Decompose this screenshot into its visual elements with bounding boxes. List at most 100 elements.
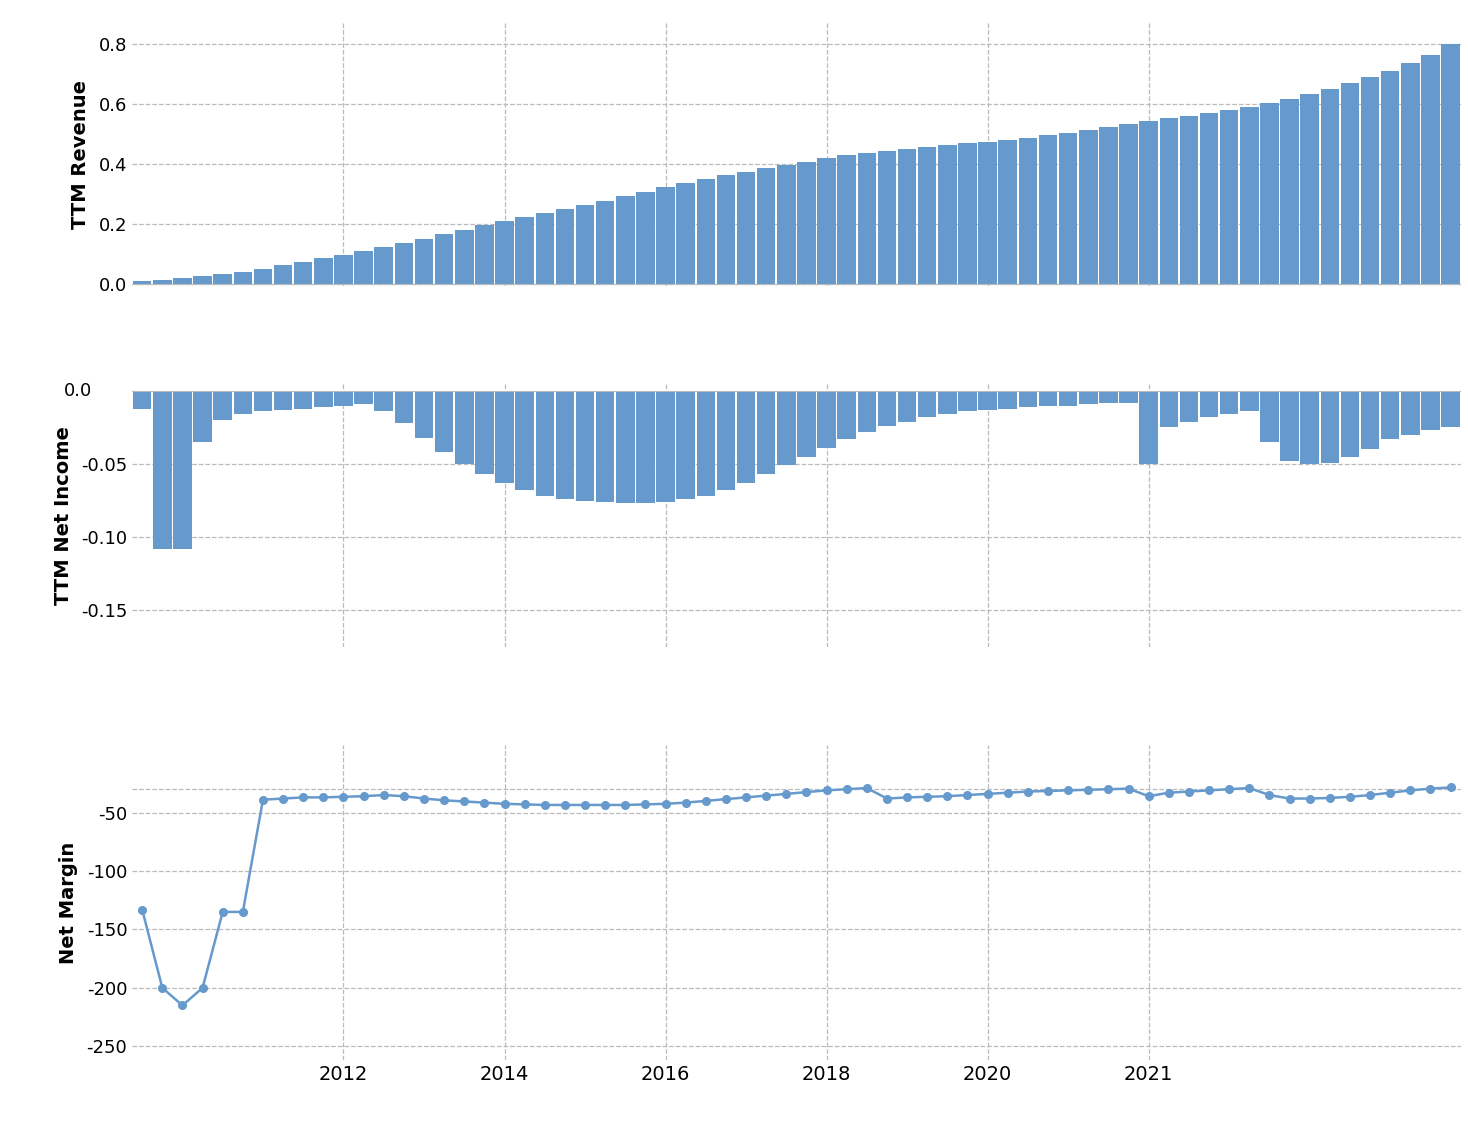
Bar <box>536 213 553 284</box>
Bar <box>1180 391 1198 422</box>
Bar <box>696 391 715 496</box>
Bar <box>1079 130 1098 284</box>
Bar <box>1381 391 1399 439</box>
Bar <box>374 391 393 412</box>
Bar <box>656 187 675 284</box>
Bar <box>777 391 796 466</box>
Bar <box>335 391 352 406</box>
Bar <box>998 140 1017 284</box>
Bar <box>1139 121 1158 284</box>
Bar <box>1199 391 1218 417</box>
Bar <box>1019 138 1036 284</box>
Bar <box>938 391 957 414</box>
Bar <box>617 196 634 284</box>
Bar <box>1321 89 1339 284</box>
Bar <box>556 210 574 284</box>
Bar <box>314 258 333 284</box>
Bar <box>254 391 272 412</box>
Bar <box>1100 126 1117 284</box>
Bar <box>777 165 796 284</box>
Bar <box>455 391 474 464</box>
Bar <box>797 161 816 284</box>
Bar <box>857 391 876 432</box>
Bar <box>515 391 534 491</box>
Bar <box>395 243 413 284</box>
Bar <box>455 230 474 284</box>
Bar <box>1139 391 1158 464</box>
Bar <box>1160 118 1177 284</box>
Bar <box>1240 107 1258 284</box>
Bar <box>1220 391 1239 414</box>
Bar <box>1100 391 1117 403</box>
Bar <box>677 391 694 499</box>
Bar <box>716 391 735 491</box>
Bar <box>1058 133 1078 284</box>
Bar <box>275 265 292 284</box>
Bar <box>294 391 313 408</box>
Bar <box>395 391 413 423</box>
Bar <box>194 276 211 284</box>
Bar <box>1240 391 1258 412</box>
Bar <box>1321 391 1339 462</box>
Bar <box>476 226 493 284</box>
Bar <box>1442 391 1459 428</box>
Bar <box>1180 116 1198 284</box>
Bar <box>476 391 493 474</box>
Bar <box>374 247 393 284</box>
Bar <box>1340 83 1359 284</box>
Bar <box>1160 391 1177 428</box>
Bar <box>314 391 333 407</box>
Bar <box>275 391 292 409</box>
Bar <box>737 391 756 483</box>
Bar <box>857 152 876 284</box>
Bar <box>134 391 151 408</box>
Bar <box>213 391 232 421</box>
Bar <box>617 391 634 503</box>
Bar <box>837 391 856 439</box>
Bar <box>233 272 252 284</box>
Bar <box>1260 391 1279 442</box>
Y-axis label: Net Margin: Net Margin <box>59 841 78 963</box>
Bar <box>1220 111 1239 284</box>
Bar <box>959 391 976 412</box>
Bar <box>1400 391 1420 434</box>
Bar <box>818 391 835 448</box>
Bar <box>575 391 595 501</box>
Bar <box>1301 94 1318 284</box>
Bar <box>878 150 897 284</box>
Bar <box>696 179 715 284</box>
Y-axis label: TTM Net Income: TTM Net Income <box>53 425 72 605</box>
Bar <box>1119 124 1138 284</box>
Bar <box>1340 391 1359 457</box>
Bar <box>1058 391 1078 406</box>
Bar <box>233 391 252 414</box>
Bar <box>415 391 433 438</box>
Bar <box>596 201 615 284</box>
Bar <box>1260 104 1279 284</box>
Bar <box>757 168 775 284</box>
Bar <box>1280 99 1299 284</box>
Bar <box>1421 391 1440 431</box>
Bar <box>737 171 756 284</box>
Bar <box>1361 77 1380 284</box>
Bar <box>978 141 997 284</box>
Bar <box>1421 55 1440 284</box>
Bar <box>918 391 937 417</box>
Bar <box>757 391 775 474</box>
Bar <box>938 146 957 284</box>
Bar <box>998 391 1017 408</box>
Bar <box>837 156 856 284</box>
Bar <box>254 268 272 284</box>
Y-axis label: TTM Revenue: TTM Revenue <box>72 80 91 229</box>
Bar <box>677 183 694 284</box>
Bar <box>636 192 655 284</box>
Bar <box>354 391 373 404</box>
Bar <box>898 391 916 422</box>
Bar <box>1361 391 1380 449</box>
Bar <box>797 391 816 457</box>
Bar <box>918 147 937 284</box>
Bar <box>1280 391 1299 461</box>
Bar <box>716 175 735 284</box>
Bar <box>818 158 835 284</box>
Bar <box>1381 71 1399 284</box>
